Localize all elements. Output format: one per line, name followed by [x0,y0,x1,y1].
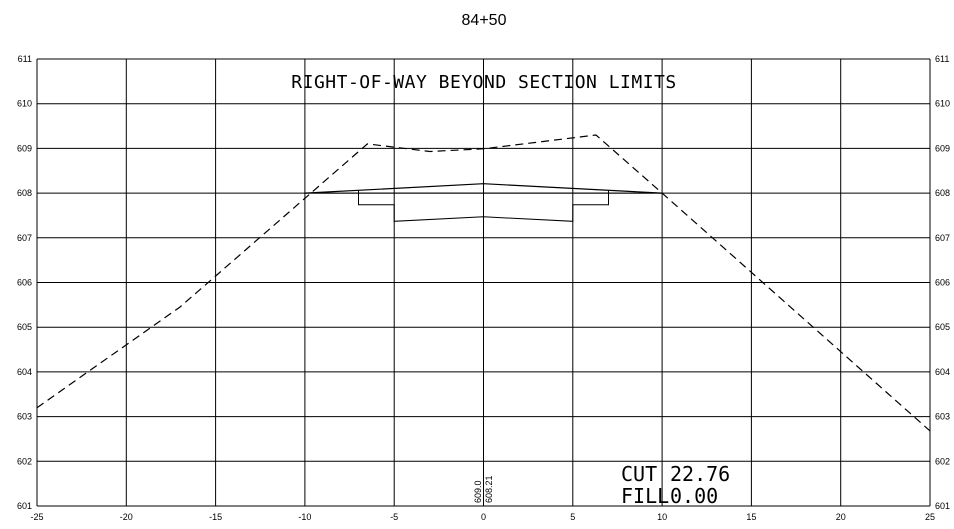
fill-label: FILL [621,484,669,508]
x-tick-label: -25 [30,512,43,522]
fill-value: 0.00 [670,484,718,508]
y-tick-label-left: 610 [17,99,32,109]
x-tick-label: 0 [481,512,486,522]
y-tick-label-right: 602 [935,456,950,466]
y-tick-label-right: 611 [935,54,949,64]
x-tick-label: -20 [120,512,133,522]
x-tick-label: -5 [390,512,398,522]
y-tick-label-left: 603 [17,412,32,422]
y-tick-label-right: 608 [935,188,950,198]
y-tick-label-left: 608 [17,188,32,198]
y-tick-label-left: 606 [17,278,32,288]
y-tick-label-left: 609 [17,143,32,153]
station-label: 84+50 [462,12,507,29]
y-tick-label-right: 601 [935,501,950,511]
y-tick-label-right: 609 [935,143,950,153]
x-tick-label: -10 [298,512,311,522]
y-tick-label-left: 605 [17,322,32,332]
y-ticks-left: 601 602 603 604 605 606 607 608 609 610 611 [17,54,32,511]
y-tick-label-left: 604 [17,367,32,377]
section-note: RIGHT-OF-WAY BEYOND SECTION LIMITS [291,72,676,93]
x-tick-label: 20 [836,512,846,522]
y-tick-label-right: 610 [935,99,950,109]
subgrade-line [358,190,609,222]
proposed-elevation-label: 608.21 [484,475,494,503]
y-tick-label-right: 606 [935,278,950,288]
y-ticks-right: 601 602 603 604 605 606 607 608 609 610 611 [935,54,950,511]
y-tick-label-right: 607 [935,233,950,243]
y-tick-label-left: 607 [17,233,32,243]
x-ticks: -25 -20 -15 -10 -5 0 5 10 15 20 25 [30,512,935,522]
y-tick-label-right: 603 [935,412,950,422]
proposed-surface-line [304,183,663,194]
y-tick-label-left: 601 [17,501,32,511]
cut-value: 22.76 [670,462,730,486]
x-tick-label: 5 [570,512,575,522]
grid [36,58,931,507]
existing-elevation-label: 609.0 [473,480,483,503]
x-tick-label: 15 [746,512,756,522]
x-tick-label: 10 [657,512,667,522]
y-tick-label-left: 611 [18,54,32,64]
cut-label: CUT [621,462,657,486]
y-tick-label-right: 605 [935,322,950,332]
y-tick-label-left: 602 [17,456,32,466]
x-tick-label: -15 [209,512,222,522]
y-tick-label-right: 604 [935,367,950,377]
existing-ground-line [36,134,931,432]
x-tick-label: 25 [925,512,935,522]
